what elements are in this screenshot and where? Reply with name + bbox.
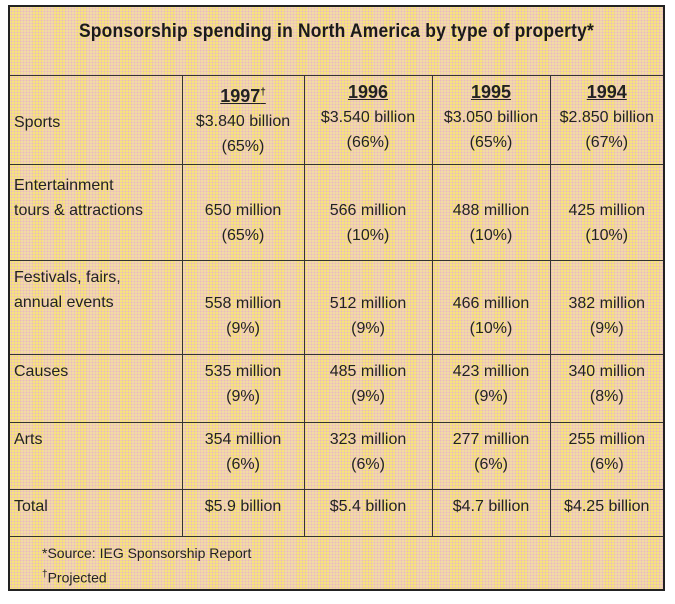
year-header: 1995 <box>470 82 512 102</box>
cell: 650 million (65%) <box>181 164 305 261</box>
row-label: Causes <box>10 354 183 423</box>
cell: 535 million (9%) <box>181 354 305 423</box>
cell: 512 million (9%) <box>303 260 433 355</box>
table-row-arts: Arts 354 million (6%) 323 million (6%) 277… <box>10 422 663 490</box>
cell: 1996 $3.540 billion (66%) <box>303 75 433 165</box>
cell: 1997† $3.840 billion (65%) <box>181 75 305 165</box>
cell: 425 million (10%) <box>549 164 663 261</box>
cell: 1995 $3.050 billion (65%) <box>431 75 551 165</box>
year-header: 1994 <box>586 82 627 102</box>
cell: 566 million (10%) <box>303 164 433 261</box>
year-header: 1997† <box>220 86 266 106</box>
table-row-entertainment: Entertainment tours & attractions 650 mil… <box>10 164 663 261</box>
row-label: Entertainment tours & attractions <box>10 164 183 261</box>
cell: 255 million (6%) <box>549 422 663 490</box>
table-title: Sponsorship spending in North America by… <box>78 21 595 42</box>
row-label: Sports <box>10 75 183 165</box>
source-footnote: *Source: IEG Sponsorship Report <box>42 545 252 561</box>
table-row-festivals: Festivals, fairs, annual events 558 milli… <box>10 260 663 355</box>
cell: $4.25 billion <box>549 489 663 537</box>
cell: $5.9 billion <box>181 489 305 537</box>
cell: 558 million (9%) <box>181 260 305 355</box>
cell: 488 million (10%) <box>431 164 551 261</box>
row-label: Festivals, fairs, annual events <box>10 260 183 355</box>
projected-footnote: †Projected <box>42 569 107 586</box>
row-label: Total <box>10 489 183 537</box>
footnotes: *Source: IEG Sponsorship Report †Project… <box>42 543 251 589</box>
cell: 277 million (6%) <box>431 422 551 490</box>
sponsorship-table: Sports 1997† $3.840 billion (65%) 1996 $3.5… <box>10 75 663 537</box>
cell: 485 million (9%) <box>303 354 433 423</box>
table-row-total: Total $5.9 billion $5.4 billion $4.7 bil… <box>10 489 663 537</box>
table-row-causes: Causes 535 million (9%) 485 million (9%) 4… <box>10 354 663 423</box>
cell: $4.7 billion <box>431 489 551 537</box>
year-header: 1996 <box>347 82 389 102</box>
cell: 382 million (9%) <box>549 260 663 355</box>
cell: 323 million (6%) <box>303 422 433 490</box>
cell: 423 million (9%) <box>431 354 551 423</box>
cell: 354 million (6%) <box>181 422 305 490</box>
cell: $5.4 billion <box>303 489 433 537</box>
row-label: Arts <box>10 422 183 490</box>
cell: 466 million (10%) <box>431 260 551 355</box>
sponsorship-table-figure: Sponsorship spending in North America by… <box>8 5 665 591</box>
cell: 1994 $2.850 billion (67%) <box>549 75 663 165</box>
table-row-sports: Sports 1997† $3.840 billion (65%) 1996 $3.5… <box>10 75 663 165</box>
cell: 340 million (8%) <box>549 354 663 423</box>
